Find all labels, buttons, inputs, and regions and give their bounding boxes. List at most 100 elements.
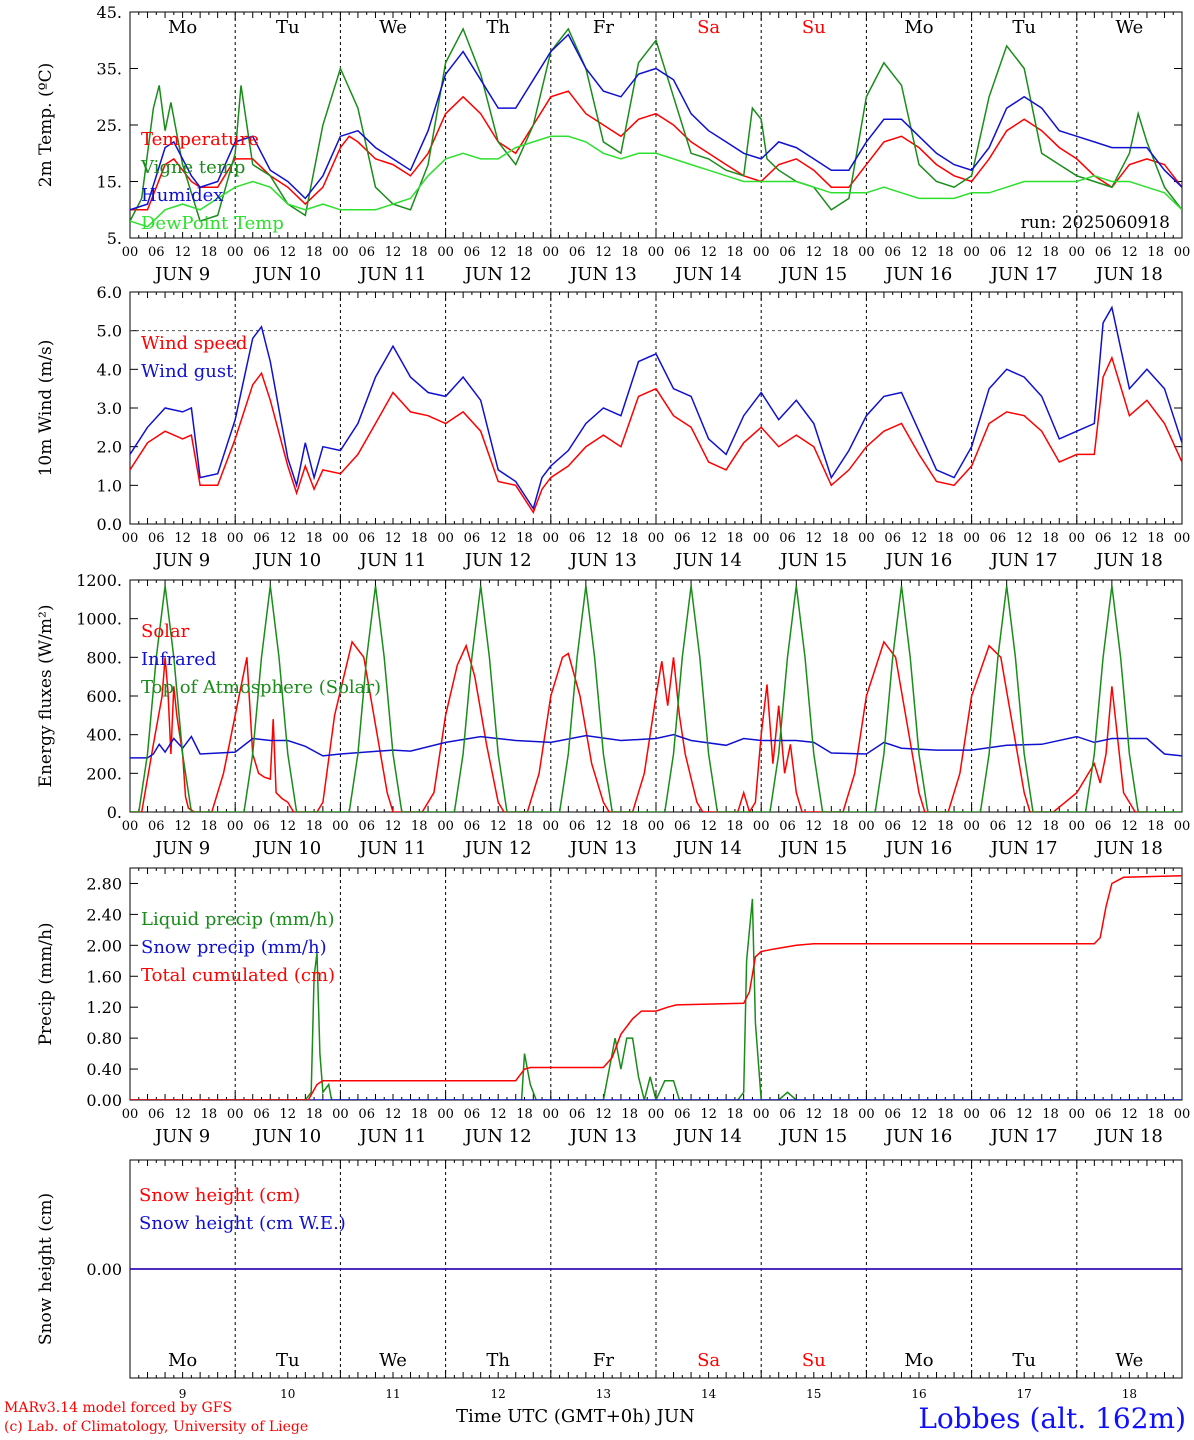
hour-label: 12 <box>280 1107 297 1122</box>
day-number-label: 12 <box>491 1387 506 1401</box>
day-label: JUN 18 <box>1094 264 1163 285</box>
hour-label: 06 <box>253 531 270 546</box>
hour-label: 00 <box>437 531 454 546</box>
hour-label: 12 <box>806 245 823 260</box>
hour-label: 00 <box>227 819 244 834</box>
hour-label: 18 <box>621 245 638 260</box>
y-axis-label: Precip (mm/h) <box>36 922 56 1045</box>
hour-label: 00 <box>858 245 875 260</box>
hour-label: 06 <box>1095 819 1112 834</box>
hour-label: 06 <box>464 245 481 260</box>
station-name: Lobbes (alt. 162m) <box>918 1402 1186 1435</box>
day-label: JUN 14 <box>673 264 742 285</box>
hour-label: 18 <box>832 819 849 834</box>
hour-label: 00 <box>543 531 560 546</box>
hour-label: 18 <box>1042 819 1059 834</box>
hour-label: 06 <box>253 819 270 834</box>
hour-label: 18 <box>937 245 954 260</box>
y-axis-label: 10m Wind (m/s) <box>36 340 56 477</box>
y-tick-label: 600. <box>86 687 122 706</box>
hour-label: 00 <box>858 819 875 834</box>
day-label: JUN 15 <box>778 1126 847 1147</box>
hour-label: 12 <box>385 531 402 546</box>
weekday-label: Th <box>486 17 510 38</box>
weekday-label: Tu <box>276 1350 300 1371</box>
hour-label: 00 <box>1069 531 1086 546</box>
panel-5: 0.00 Snow height (cm) Snow height (cm) Snow… <box>36 1159 1183 1401</box>
day-label: JUN 11 <box>358 264 427 285</box>
hour-label: 00 <box>1069 1107 1086 1122</box>
time-axis-title-text: Time UTC (GMT+0h) <box>456 1406 651 1427</box>
hour-label: 00 <box>753 245 770 260</box>
weekday-label: Su <box>802 17 826 38</box>
hour-label: 06 <box>253 1107 270 1122</box>
hour-label: 00 <box>332 531 349 546</box>
hour-label: 00 <box>122 245 139 260</box>
hour-label: 18 <box>306 245 323 260</box>
hour-label: 18 <box>1147 245 1164 260</box>
y-tick-label: 4.0 <box>97 360 122 379</box>
hour-label: 12 <box>806 819 823 834</box>
weekday-label: We <box>379 17 407 38</box>
y-tick-label: 200. <box>86 764 122 783</box>
weekday-label: Mo <box>168 1350 197 1371</box>
hour-label: 00 <box>963 1107 980 1122</box>
hour-label: 00 <box>753 819 770 834</box>
hour-label: 12 <box>911 531 928 546</box>
hour-label: 18 <box>411 1107 428 1122</box>
day-label: JUN 13 <box>568 1126 637 1147</box>
hour-label: 12 <box>1016 531 1033 546</box>
hour-label: 00 <box>858 1107 875 1122</box>
weekday-label: Sa <box>697 1350 720 1371</box>
day-label: JUN 10 <box>252 1126 321 1147</box>
y-tick-label: 1.0 <box>97 476 122 495</box>
hour-label: 12 <box>700 819 717 834</box>
hour-label: 12 <box>911 1107 928 1122</box>
hour-label: 00 <box>648 1107 665 1122</box>
y-tick-label: 0.00 <box>86 1260 122 1279</box>
hour-label: 12 <box>1016 1107 1033 1122</box>
y-tick-label: 35. <box>97 60 122 79</box>
hour-label: 18 <box>201 819 218 834</box>
y-axis-label: Snow height (cm) <box>36 1193 56 1345</box>
hour-label: 12 <box>911 245 928 260</box>
hour-label: 12 <box>280 245 297 260</box>
series-line <box>130 27 1182 223</box>
hour-label: 00 <box>227 531 244 546</box>
hour-label: 18 <box>832 245 849 260</box>
weekday-label: Tu <box>276 17 300 38</box>
hour-label: 18 <box>516 531 533 546</box>
y-tick-label: 25. <box>97 116 122 135</box>
hour-label: 12 <box>595 1107 612 1122</box>
hour-label: 06 <box>884 245 901 260</box>
hour-label: 06 <box>253 245 270 260</box>
weekday-label: Mo <box>168 17 197 38</box>
series-line <box>130 33 1182 211</box>
hour-label: 06 <box>674 531 691 546</box>
weekday-label: Tu <box>1012 17 1036 38</box>
y-tick-label: 1.20 <box>86 998 122 1017</box>
hour-label: 06 <box>674 1107 691 1122</box>
y-tick-label: 5. <box>107 229 122 248</box>
hour-label: 12 <box>174 819 191 834</box>
y-axis-label: 2m Temp. (ºC) <box>36 63 56 188</box>
weekday-label: Mo <box>904 1350 933 1371</box>
hour-label: 06 <box>464 531 481 546</box>
legend-entry: Snow height (cm) <box>139 1185 300 1206</box>
hour-label: 00 <box>543 245 560 260</box>
hour-label: 06 <box>148 245 165 260</box>
hour-label: 18 <box>1042 1107 1059 1122</box>
time-axis-title: Time UTC (GMT+0h) JUN <box>456 1406 695 1427</box>
y-tick-label: 2.80 <box>86 874 122 893</box>
day-number-label: 10 <box>280 1387 295 1401</box>
hour-label: 18 <box>621 1107 638 1122</box>
day-label: JUN 16 <box>884 550 953 571</box>
hour-label: 00 <box>437 1107 454 1122</box>
hour-label: 06 <box>884 1107 901 1122</box>
hour-label: 06 <box>674 245 691 260</box>
legend-entry: Top of Atmosphere (Solar) <box>141 677 381 698</box>
weekday-label: Sa <box>697 17 720 38</box>
hour-label: 06 <box>884 819 901 834</box>
y-tick-label: 0.80 <box>86 1029 122 1048</box>
